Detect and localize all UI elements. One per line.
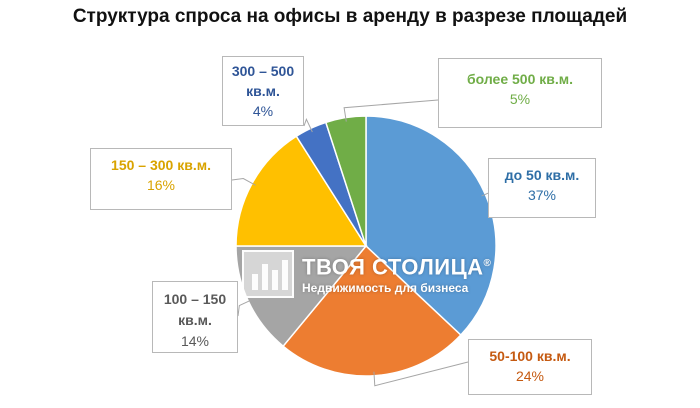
leader-line [231,178,256,186]
leader-line [303,118,313,133]
slice-value-label: 16% [146,177,176,193]
callout-100-150: 100 – 150 кв.м. 14% [152,281,238,353]
callout-более-500: более 500 кв.м. 5% [438,58,602,128]
watermark-brand: ТВОЯ СТОЛИЦА® [302,254,492,280]
slice-value-label: 5% [509,91,531,107]
leader-line [343,99,439,122]
watermark-tagline: Недвижимость для бизнеса [302,280,469,295]
callout-до-50: до 50 кв.м. 37% [488,158,596,218]
leader-line [373,361,469,387]
building-logo-icon [242,250,294,298]
slice-label: более 500 кв.м. [466,71,574,87]
slice-value-label: 4% [252,103,274,119]
slice-value-label: 14% [180,333,210,349]
slice-value-label: 24% [515,368,545,384]
callout-150-300: 150 – 300 кв.м. 16% [90,148,232,210]
slice-label: 150 – 300 кв.м. [111,157,211,173]
callout-300-500: 300 – 500 кв.м. 4% [222,56,304,126]
chart-title: Структура спроса на офисы в аренду в раз… [72,6,628,27]
slice-label: 50-100 кв.м. [489,348,571,364]
slice-label: 300 – 500 кв.м. [231,63,295,99]
callout-50-100: 50-100 кв.м. 24% [468,339,592,395]
slice-label: 100 – 150 кв.м. [163,291,227,328]
slice-label: до 50 кв.м. [504,167,580,183]
slice-value-label: 37% [527,187,557,203]
leader-line [237,299,253,317]
watermark: ТВОЯ СТОЛИЦА® Недвижимость для бизнеса [242,250,491,298]
